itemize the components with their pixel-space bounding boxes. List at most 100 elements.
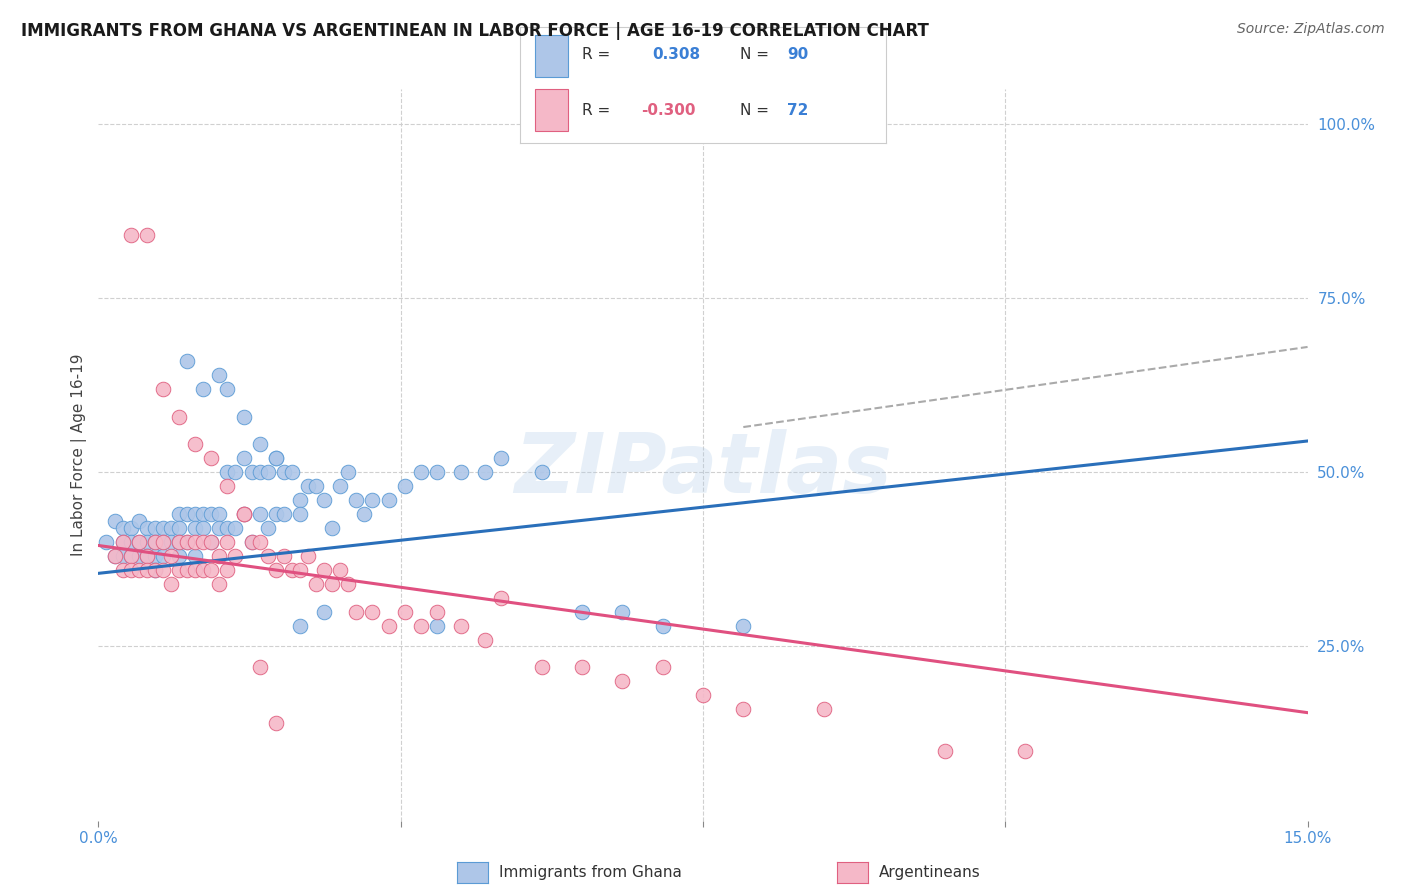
Point (167, 521, 190, 535)
Point (224, 466, 246, 480)
Point (167, 507, 190, 521)
Point (111, 549, 134, 563)
Point (128, 535, 150, 549)
Text: N =: N = (740, 47, 769, 62)
Point (120, 535, 142, 549)
Point (232, 507, 254, 521)
Point (111, 563, 134, 577)
Point (111, 535, 134, 549)
Text: Source: ZipAtlas.com: Source: ZipAtlas.com (1237, 22, 1385, 37)
Point (273, 466, 295, 480)
Point (361, 493, 384, 508)
Point (281, 563, 304, 577)
Text: R =: R = (582, 103, 610, 118)
Point (651, 618, 673, 632)
Y-axis label: In Labor Force | Age 16-19: In Labor Force | Age 16-19 (72, 353, 87, 557)
Text: 90: 90 (787, 47, 808, 62)
Point (128, 514, 150, 528)
Point (240, 535, 263, 549)
Point (167, 535, 190, 549)
Point (184, 563, 207, 577)
Point (224, 549, 246, 563)
Point (249, 437, 271, 451)
Point (135, 549, 157, 563)
Point (281, 466, 304, 480)
Point (103, 549, 125, 563)
Point (200, 535, 222, 549)
Point (143, 535, 166, 549)
Point (491, 591, 513, 605)
Point (264, 451, 287, 466)
Point (394, 605, 416, 619)
Point (176, 507, 198, 521)
Point (344, 605, 367, 619)
Point (426, 605, 449, 619)
Point (249, 660, 271, 674)
Point (256, 521, 278, 535)
Point (612, 674, 634, 689)
Point (176, 535, 198, 549)
Point (394, 479, 416, 493)
Point (264, 451, 287, 466)
Point (264, 716, 287, 731)
Point (143, 549, 166, 563)
Point (571, 605, 593, 619)
Point (200, 507, 222, 521)
Point (208, 368, 231, 382)
Text: Immigrants from Ghana: Immigrants from Ghana (499, 865, 682, 880)
Point (288, 507, 311, 521)
Point (193, 521, 215, 535)
Point (813, 103, 835, 117)
Point (232, 409, 254, 424)
Point (329, 563, 352, 577)
Point (353, 507, 375, 521)
Text: R =: R = (582, 47, 610, 62)
Point (450, 618, 472, 632)
Point (409, 466, 432, 480)
Point (128, 563, 150, 577)
Point (120, 563, 142, 577)
Point (167, 563, 190, 577)
Point (224, 521, 246, 535)
Point (128, 535, 150, 549)
Point (135, 521, 157, 535)
Point (288, 493, 311, 508)
Point (152, 521, 174, 535)
Point (337, 466, 360, 480)
Point (176, 563, 198, 577)
Point (217, 521, 239, 535)
Point (103, 549, 125, 563)
Point (135, 549, 157, 563)
Point (337, 576, 360, 591)
Point (240, 535, 263, 549)
Text: N =: N = (740, 103, 769, 118)
Point (329, 479, 352, 493)
Point (344, 493, 367, 508)
Point (120, 549, 142, 563)
Point (143, 563, 166, 577)
Point (361, 605, 384, 619)
Point (474, 632, 496, 647)
Point (288, 563, 311, 577)
Point (128, 549, 150, 563)
Point (176, 535, 198, 549)
Point (612, 605, 634, 619)
Text: 0.308: 0.308 (652, 47, 700, 62)
Point (193, 535, 215, 549)
Point (184, 535, 207, 549)
Point (152, 535, 174, 549)
Point (193, 563, 215, 577)
Point (120, 549, 142, 563)
Text: -0.300: -0.300 (641, 103, 696, 118)
Point (184, 507, 207, 521)
Point (314, 563, 336, 577)
Point (152, 535, 174, 549)
Point (733, 702, 755, 716)
Point (377, 618, 399, 632)
Point (193, 507, 215, 521)
Point (217, 535, 239, 549)
Point (256, 466, 278, 480)
Point (152, 382, 174, 396)
Point (256, 549, 278, 563)
Point (217, 466, 239, 480)
